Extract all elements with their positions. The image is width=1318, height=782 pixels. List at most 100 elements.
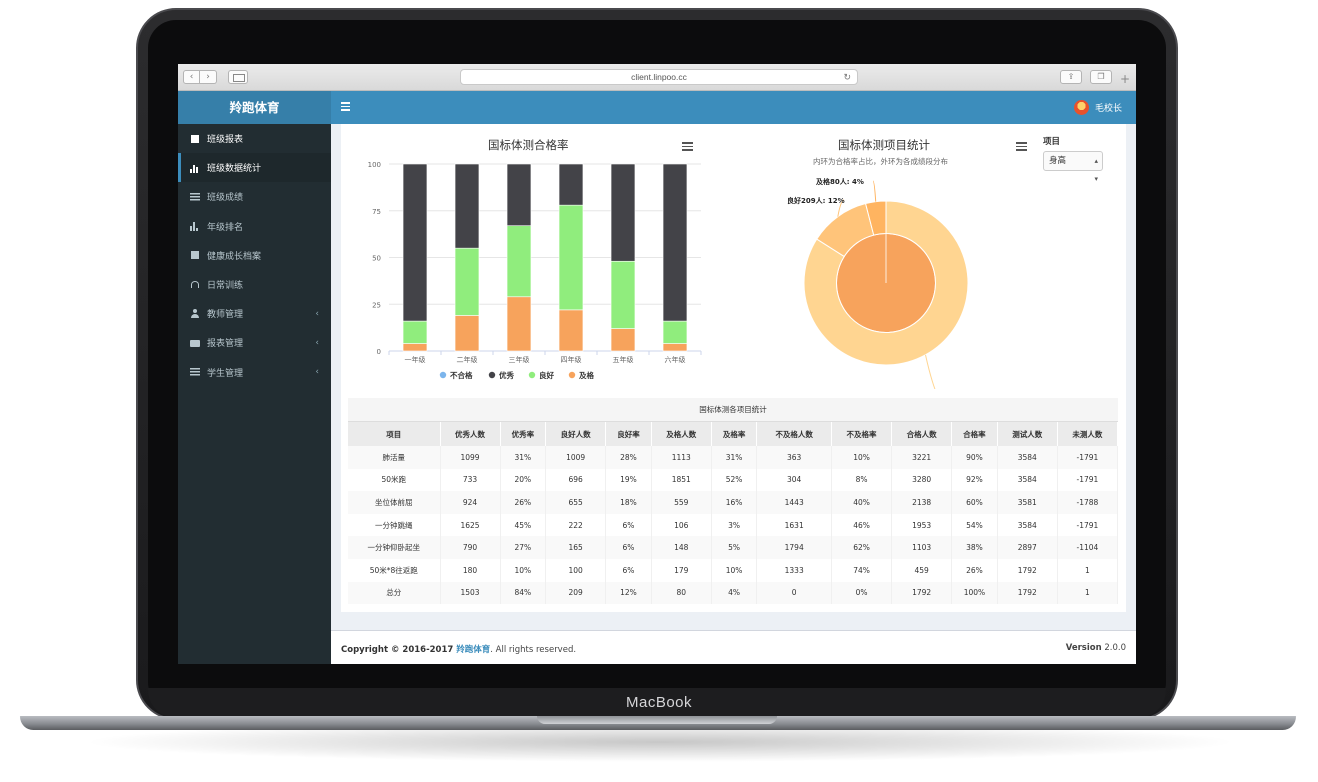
table-cell: 4% (711, 581, 758, 605)
forward-button[interactable]: › (200, 70, 217, 84)
table-cell: 84% (500, 581, 547, 605)
bar-segment-良好 (662, 320, 688, 344)
x-tick-label: 一年级 (405, 355, 426, 364)
table-cell: 696 (545, 468, 607, 492)
table-cell: 1503 (440, 581, 501, 605)
bar-segment-及格 (402, 343, 428, 352)
column-header: 未测人数 (1057, 422, 1119, 446)
stats-card: 国标体测合格率 0 25 50 75 100 一年级 二年级 三年级 四年级 五年级 六年级 不合格优… (341, 124, 1126, 612)
reload-icon[interactable]: ↻ (843, 72, 851, 82)
table-cell: 1009 (545, 446, 607, 469)
sidebar-item-daily-training[interactable]: 日常训练 (178, 270, 331, 299)
browser-nav: ‹ › (183, 70, 217, 84)
item-stats-pie-chart: 优秀1503人: 84%良好209人: 12%及格80人: 4% (787, 177, 969, 389)
item-select-label: 项目 (1043, 137, 1061, 147)
table-cell: 1443 (756, 491, 832, 514)
table-cell: 28% (605, 446, 652, 469)
table-cell: 106 (651, 513, 712, 537)
table-cell: 60% (951, 491, 998, 514)
table-cell: 坐位体前屈 (348, 491, 441, 514)
table-cell: -1791 (1057, 468, 1119, 492)
sidebar-item-label: 学生管理 (207, 368, 244, 379)
table-cell: 1792 (997, 581, 1058, 605)
user-menu[interactable]: 毛校长 (1073, 100, 1122, 115)
table-cell: 26% (500, 491, 547, 514)
table-cell: 733 (440, 468, 501, 492)
table-cell: 31% (500, 446, 547, 469)
table-cell: 2138 (891, 491, 953, 514)
table-cell: 3221 (891, 446, 953, 469)
sidebar-item-label: 报表管理 (207, 339, 244, 350)
table-cell: 1113 (651, 446, 712, 469)
data-label: 良好209人: 12% (787, 196, 845, 205)
bar-segment-良好 (610, 260, 636, 329)
user-name: 毛校长 (1094, 104, 1122, 114)
sidebar-item-health-archive[interactable]: 健康成长档案 (178, 241, 331, 270)
table-row: 坐位体前屈 924 26% 655 18% 559 16% 1443 40% 2138 60% 358… (348, 491, 1119, 514)
column-header: 测试人数 (997, 422, 1058, 446)
table-cell: 8% (831, 468, 893, 492)
sidebar-item-label: 教师管理 (207, 310, 244, 321)
table-cell: 180 (440, 558, 501, 582)
top-navbar: 毛校长 (331, 91, 1136, 124)
table-cell: 90% (951, 446, 998, 469)
sidebar-toggle-icon[interactable] (341, 102, 350, 111)
column-header: 及格人数 (651, 422, 712, 446)
avatar (1073, 100, 1089, 115)
bar-segment-良好 (402, 320, 428, 344)
copyright-prefix: Copyright © 2016-2017 (341, 645, 457, 655)
footer-brand-link[interactable]: 羚跑体育 (456, 645, 491, 655)
sidebar-item-class-stats[interactable]: 班级数据统计 (178, 153, 331, 183)
x-tick-label: 三年级 (509, 355, 530, 364)
table-cell: 222 (545, 513, 607, 537)
version-label: Version (1065, 643, 1102, 653)
bar-segment-及格 (662, 343, 688, 352)
browser-sidebar-button[interactable] (228, 70, 248, 84)
app-logo[interactable]: 羚跑体育 (178, 91, 331, 124)
user-icon (190, 308, 200, 319)
new-tab-button[interactable]: + (1120, 72, 1131, 86)
bar-segment-良好 (454, 247, 480, 316)
chart-menu-icon[interactable] (1016, 142, 1027, 151)
address-bar[interactable]: client.linpoo.cc ↻ (460, 69, 858, 85)
item-select[interactable]: 身高 ▴ ▾ (1043, 151, 1103, 183)
sidebar-item-teacher-management[interactable]: 教师管理 ‹ (178, 299, 331, 328)
chevron-left-icon: ‹ (315, 308, 319, 319)
bar-segment-优秀 (610, 163, 636, 262)
chevron-left-icon: ‹ (315, 367, 319, 378)
sidebar-item-class-report[interactable]: 班级报表 (178, 124, 331, 153)
copyright: Copyright © 2016-2017 羚跑体育. All rights r… (341, 643, 576, 655)
sidebar-item-grade-ranking[interactable]: 年级排名 (178, 212, 331, 241)
table-cell: 50米*8往返跑 (348, 558, 441, 582)
table-cell: 38% (951, 536, 998, 559)
sidebar-item-label: 班级成绩 (207, 193, 244, 204)
laptop-notch (537, 716, 777, 724)
back-button[interactable]: ‹ (183, 70, 200, 84)
chart-menu-icon[interactable] (682, 142, 693, 151)
table-cell: 1103 (891, 536, 953, 559)
table-cell: 74% (831, 558, 893, 582)
bar-segment-优秀 (402, 163, 428, 322)
version-number: 2.0.0 (1104, 643, 1126, 653)
sidebar-item-report-management[interactable]: 报表管理 ‹ (178, 328, 331, 357)
sidebar-item-student-management[interactable]: 学生管理 ‹ (178, 358, 331, 387)
stats-table: 项目 优秀人数 优秀率 良好人数 良好率 及格人数 及格率 不及格人数 不及格率 合格人数 合格率测… (348, 422, 1119, 605)
table-cell: 3584 (997, 513, 1058, 537)
table-cell: 1333 (756, 558, 832, 582)
tabs-button[interactable]: ❐ (1090, 70, 1112, 84)
table-cell: -1104 (1057, 536, 1119, 559)
table-cell: 50米跑 (348, 468, 441, 492)
share-button[interactable]: ⇪ (1060, 70, 1082, 84)
sidebar-item-class-scores[interactable]: 班级成绩 (178, 182, 331, 211)
sidebar-item-label: 年级排名 (207, 222, 244, 233)
table-cell: 0 (756, 581, 832, 605)
table-cell: 1625 (440, 513, 501, 537)
pass-rate-chart-title: 国标体测合格率 (488, 138, 569, 152)
select-arrows-icon: ▴ ▾ (1094, 157, 1098, 183)
table-cell: 总分 (348, 581, 441, 605)
data-label-connector (925, 354, 936, 389)
table-cell: 790 (440, 536, 501, 559)
sidebar-item-label: 班级数据统计 (207, 164, 262, 175)
legend-label: 良好 (539, 370, 554, 380)
